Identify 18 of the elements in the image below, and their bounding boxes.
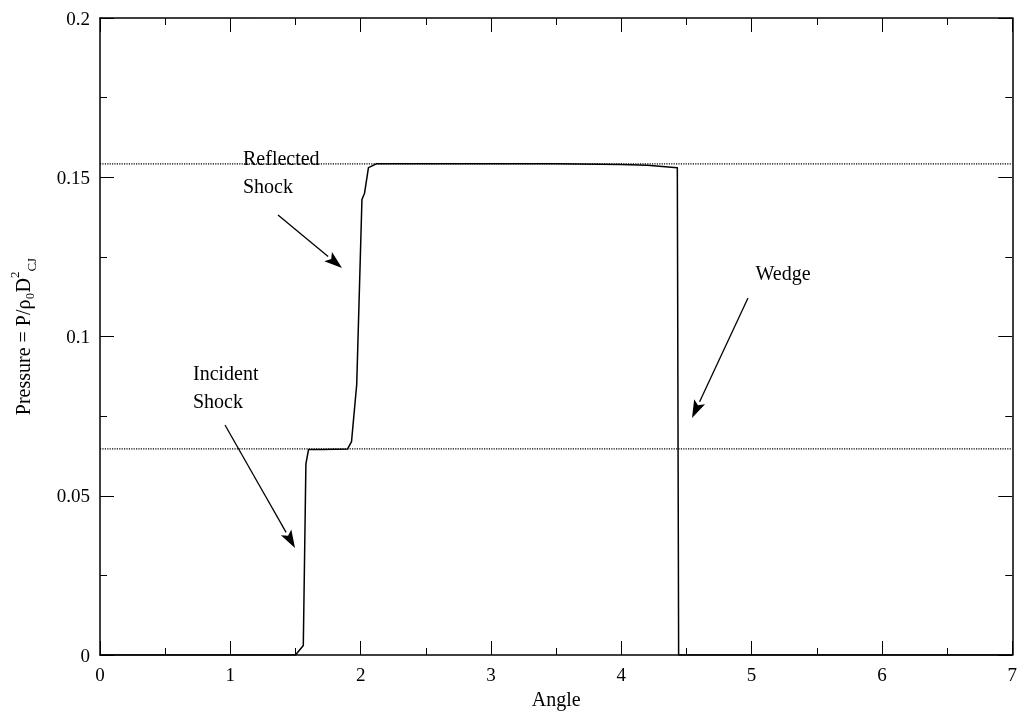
x-tick-label: 2: [355, 664, 366, 685]
x-tick-label: 3: [486, 664, 496, 685]
x-axis-title: Angle: [531, 687, 581, 711]
annotation: Reflected Shock: [243, 147, 320, 197]
y-tick-label: 0: [80, 644, 90, 666]
x-tick-label: 7: [1007, 664, 1017, 685]
x-tick-label: 5: [746, 664, 757, 685]
y-tick-label: 0.05: [56, 485, 90, 507]
y-axis-title: Pressure = P/ρ₀D2CJ: [7, 257, 39, 416]
x-tick-label: 1: [225, 664, 236, 685]
annotation: Incident Shock: [193, 362, 259, 412]
y-tick-label: 0.15: [56, 166, 90, 188]
x-tick-label: 4: [616, 664, 627, 685]
x-tick-label: 6: [877, 664, 887, 685]
annotation: Wedge: [755, 262, 811, 285]
y-tick-label: 0.2: [66, 7, 90, 29]
y-tick-label: 0.1: [66, 326, 90, 347]
x-tick-label: 0: [95, 664, 105, 685]
